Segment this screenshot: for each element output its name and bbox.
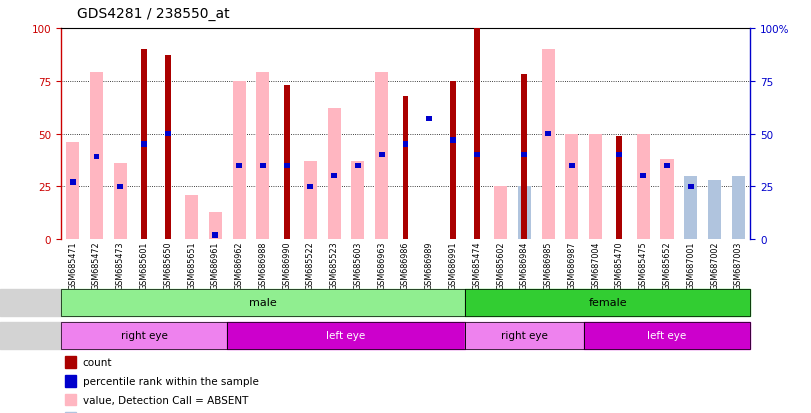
- Bar: [328, 109, 341, 240]
- Text: right eye: right eye: [501, 330, 547, 341]
- Text: GDS4281 / 238550_at: GDS4281 / 238550_at: [77, 7, 230, 21]
- Bar: [208, 212, 222, 240]
- Bar: [379, 153, 384, 158]
- Bar: [307, 184, 313, 190]
- Text: right eye: right eye: [121, 330, 167, 341]
- Bar: [616, 153, 622, 158]
- Bar: [616, 136, 622, 240]
- Bar: [141, 50, 147, 240]
- Bar: [545, 132, 551, 137]
- Bar: [427, 117, 432, 122]
- Bar: [331, 174, 337, 179]
- Bar: [212, 233, 218, 238]
- Bar: [165, 56, 171, 240]
- Bar: [256, 73, 269, 240]
- Bar: [402, 96, 409, 240]
- Bar: [208, 233, 222, 240]
- Text: left eye: left eye: [327, 330, 366, 341]
- Bar: [640, 174, 646, 179]
- Bar: [67, 142, 79, 240]
- Bar: [165, 132, 171, 137]
- Bar: [375, 73, 388, 240]
- Bar: [402, 142, 409, 147]
- Bar: [351, 161, 364, 240]
- Bar: [660, 159, 673, 240]
- Bar: [450, 138, 456, 143]
- Bar: [355, 163, 361, 169]
- Bar: [542, 50, 555, 240]
- Bar: [70, 180, 75, 185]
- Bar: [304, 161, 317, 240]
- Bar: [118, 184, 123, 190]
- Bar: [141, 142, 147, 147]
- Bar: [90, 73, 103, 240]
- Text: count: count: [83, 357, 112, 368]
- Text: tissue ▶: tissue ▶: [4, 330, 44, 341]
- Bar: [569, 163, 575, 169]
- Text: female: female: [588, 297, 627, 308]
- Bar: [688, 184, 693, 190]
- Bar: [565, 134, 578, 240]
- Bar: [494, 187, 507, 240]
- Bar: [233, 82, 246, 240]
- Bar: [521, 153, 527, 158]
- Bar: [565, 168, 578, 240]
- Bar: [589, 134, 603, 240]
- Bar: [732, 176, 744, 240]
- Bar: [284, 86, 290, 240]
- Text: value, Detection Call = ABSENT: value, Detection Call = ABSENT: [83, 394, 248, 405]
- Bar: [494, 197, 507, 240]
- Bar: [185, 195, 198, 240]
- Text: left eye: left eye: [647, 330, 687, 341]
- Bar: [93, 155, 100, 160]
- Bar: [260, 163, 266, 169]
- Bar: [684, 176, 697, 240]
- Bar: [637, 134, 650, 240]
- Bar: [637, 191, 650, 240]
- Bar: [664, 163, 670, 169]
- Text: percentile rank within the sample: percentile rank within the sample: [83, 376, 259, 386]
- Bar: [521, 75, 527, 240]
- Text: gender ▶: gender ▶: [4, 297, 49, 308]
- Bar: [474, 29, 480, 240]
- Bar: [450, 82, 456, 240]
- Bar: [284, 163, 290, 169]
- Bar: [114, 164, 127, 240]
- Bar: [708, 180, 721, 240]
- Bar: [236, 163, 242, 169]
- Bar: [474, 153, 480, 158]
- Bar: [517, 187, 531, 240]
- Text: male: male: [249, 297, 277, 308]
